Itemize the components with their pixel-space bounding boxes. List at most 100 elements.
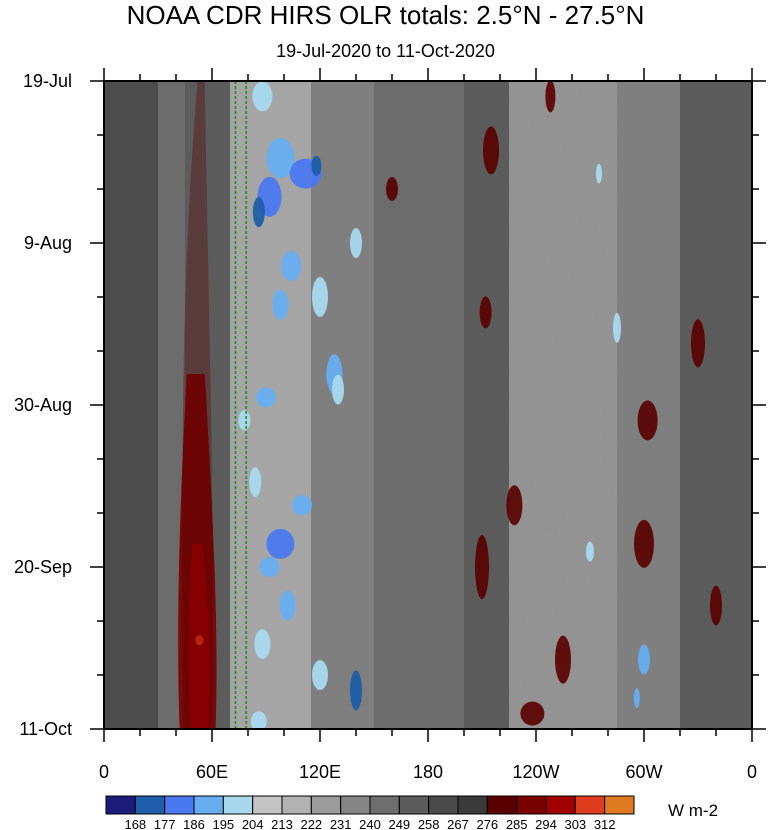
x-axis: 0 60E 120E 180 120W 60W 0 xyxy=(99,68,757,782)
hot-band-faint xyxy=(182,81,213,729)
field-band xyxy=(374,81,464,729)
cold-cell xyxy=(266,138,295,179)
colorbar-swatch xyxy=(369,795,400,815)
colorbar-label: 312 xyxy=(594,817,616,830)
cold-cell xyxy=(279,590,296,621)
colorbar-swatch xyxy=(310,795,342,815)
hot-spot xyxy=(195,635,204,646)
cold-cell xyxy=(311,155,322,176)
cold-cell xyxy=(250,711,267,729)
y-axis: 19-Jul 9-Aug 30-Aug 20-Sep 11-Oct xyxy=(14,71,766,739)
x-tick-label: 120E xyxy=(299,762,341,782)
cold-cell xyxy=(249,467,262,498)
colorbar-swatch xyxy=(516,795,547,815)
warm-patch xyxy=(506,485,523,526)
cold-cell xyxy=(292,495,312,516)
cold-cell xyxy=(633,688,640,709)
y-tick-label: 9-Aug xyxy=(24,233,72,253)
colorbar-label: 240 xyxy=(359,817,381,830)
warm-patch xyxy=(520,701,545,726)
warm-patch xyxy=(483,126,499,175)
colorbar-label: 294 xyxy=(535,817,557,830)
colorbar-swatch xyxy=(398,795,430,815)
cold-cell xyxy=(350,670,362,711)
y-tick-label: 11-Oct xyxy=(19,719,72,739)
warm-patch xyxy=(386,177,398,201)
field-band xyxy=(509,81,617,729)
colorbar-label: 249 xyxy=(388,817,410,830)
colorbar-swatch xyxy=(340,795,371,815)
colorbar-label: 222 xyxy=(300,817,322,830)
colorbar-label: 177 xyxy=(154,817,176,830)
colorbar-label: 267 xyxy=(447,817,469,830)
x-tick-label: 60W xyxy=(625,762,662,782)
warm-patch xyxy=(545,81,556,113)
colorbar-label: 186 xyxy=(183,817,205,830)
cold-cell xyxy=(238,410,251,431)
warm-patch xyxy=(691,319,705,368)
colorbar-label: 231 xyxy=(330,817,352,830)
colorbar-swatch xyxy=(486,795,518,815)
cold-cell xyxy=(332,374,344,405)
y-tick-label: 19-Jul xyxy=(23,71,72,91)
cold-cell xyxy=(638,644,650,675)
warm-patch xyxy=(637,400,658,441)
warm-patch xyxy=(555,635,571,684)
colorbar-swatch xyxy=(222,795,254,815)
cold-cell xyxy=(256,387,276,408)
field-band xyxy=(104,81,158,729)
x-tick-label: 120W xyxy=(512,762,559,782)
x-tick-label: 0 xyxy=(747,762,757,782)
colorbar-label: 195 xyxy=(212,817,234,830)
colorbar-swatch xyxy=(281,795,312,815)
warm-patch xyxy=(710,585,722,626)
warm-patch xyxy=(479,296,492,329)
colorbar-swatch xyxy=(134,795,166,815)
cold-cell xyxy=(259,557,280,577)
cold-cell xyxy=(350,228,362,258)
x-tick-label: 0 xyxy=(99,762,109,782)
high-olr-band xyxy=(178,81,217,729)
cold-cell xyxy=(596,163,602,184)
colorbar-swatch xyxy=(545,795,576,815)
colorbar-swatch xyxy=(105,795,136,815)
colorbar-label: 204 xyxy=(242,817,264,830)
cold-cell xyxy=(312,660,328,690)
reference-lines xyxy=(234,81,247,729)
x-tick-label: 60E xyxy=(196,762,228,782)
colorbar-label: 276 xyxy=(476,817,498,830)
x-tick-label: 180 xyxy=(413,762,443,782)
field-band xyxy=(464,81,509,729)
cold-cell xyxy=(312,277,328,317)
field-band xyxy=(311,81,374,729)
warm-patch xyxy=(475,535,489,599)
colorbar-swatch xyxy=(252,795,283,815)
warm-patch xyxy=(672,732,688,756)
colorbar-label: 168 xyxy=(124,817,146,830)
colorbar-label: 258 xyxy=(418,817,440,830)
colorbar-swatch xyxy=(193,795,224,815)
cold-cell xyxy=(254,629,271,660)
cold-cell xyxy=(613,312,621,343)
colorbar: 168 177 186 195 204 213 222 231 240 249 258 267 276 2… xyxy=(105,795,635,830)
cold-cell xyxy=(272,289,289,320)
colorbar-label: 213 xyxy=(271,817,293,830)
colorbar-swatch xyxy=(604,795,635,815)
cold-cell xyxy=(252,197,265,228)
cold-cell xyxy=(266,528,295,559)
y-tick-label: 30-Aug xyxy=(14,395,72,415)
colorbar-label: 303 xyxy=(564,817,586,830)
colorbar-swatch xyxy=(428,795,459,815)
cold-cell xyxy=(252,81,273,112)
chart-subtitle: 19-Jul-2020 to 11-Oct-2020 xyxy=(276,41,495,61)
warm-patch xyxy=(634,519,654,568)
cold-cell xyxy=(586,541,594,562)
low-olr-cells xyxy=(238,81,650,729)
colorbar-swatch xyxy=(164,795,195,815)
colorbar-units: W m-2 xyxy=(668,801,718,820)
cold-cell xyxy=(281,251,302,282)
colorbar-label: 285 xyxy=(506,817,528,830)
chart-title: NOAA CDR HIRS OLR totals: 2.5°N - 27.5°N xyxy=(126,0,645,30)
colorbar-swatch xyxy=(574,795,606,815)
